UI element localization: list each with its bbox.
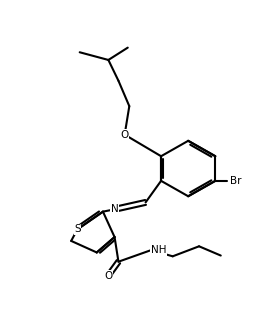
Text: S: S [74,224,81,234]
Text: Br: Br [230,176,242,186]
Text: NH: NH [151,245,167,255]
Text: N: N [111,204,118,214]
Text: O: O [104,271,113,281]
Text: O: O [121,130,129,140]
